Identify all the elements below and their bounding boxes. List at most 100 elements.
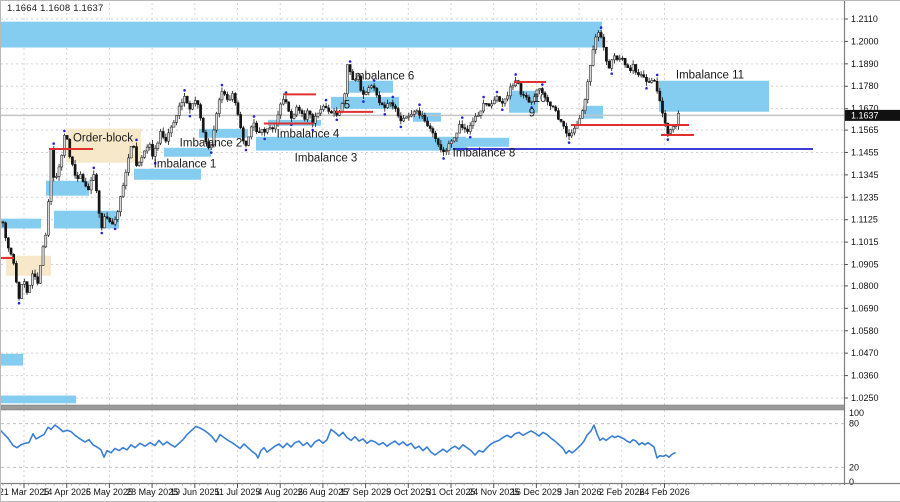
date-tick-label: 11 Jul 2025: [215, 487, 261, 497]
price-tick-label: 1.0800: [851, 281, 879, 291]
zone-5-zone: [331, 96, 399, 109]
fractal-up-icon: [391, 95, 395, 99]
candles[interactable]: [1, 30, 680, 301]
fractal-up-icon: [284, 91, 288, 94]
fractal-up-icon: [63, 129, 66, 133]
fractal-markers: [17, 26, 670, 305]
fractal-up-icon: [655, 73, 659, 77]
fractal-down-icon: [645, 87, 648, 90]
fractal-up-icon: [482, 95, 485, 99]
rsi-line: [1, 424, 676, 459]
fractal-up-icon: [460, 116, 464, 119]
zone-imbalance-8-zone: [449, 137, 509, 147]
fractal-up-icon: [92, 166, 96, 170]
zone-left-edge-zone: [1, 218, 41, 229]
fractal-down-icon: [399, 125, 403, 129]
fractal-up-icon: [418, 103, 421, 107]
annotation-label: Order-block: [73, 133, 133, 145]
price-tick-label: 1.0360: [851, 371, 879, 381]
annotation-label: Imbalance 1: [154, 159, 217, 171]
date-tick-label: 24 Nov 2025: [468, 487, 519, 497]
fractal-up-icon: [541, 83, 544, 86]
fractal-down-icon: [311, 128, 315, 132]
zone-below-orderblock-zone: [46, 180, 89, 196]
price-tick-label: 1.1015: [851, 237, 879, 247]
imbalance-zones: [1, 21, 769, 404]
fractal-down-icon: [153, 161, 157, 165]
grid: [1, 3, 844, 482]
zone-low-left-2-zone: [1, 395, 76, 404]
price-tick-label: 1.1780: [851, 81, 879, 91]
zone-imbalance-2b-zone: [199, 128, 248, 138]
fractal-down-icon: [666, 138, 670, 141]
fractal-down-icon: [113, 227, 117, 231]
date-tick-label: 2 Feb 2026: [599, 487, 645, 497]
price-tick-label: 1.1890: [851, 59, 879, 69]
date-tick-label: 21 Mar 2025: [1, 487, 49, 497]
panel-separator[interactable]: [1, 404, 846, 411]
price-tick-label: 1.0905: [851, 260, 879, 270]
date-tick-label: 28 May 2025: [126, 487, 178, 497]
fractal-up-icon: [348, 60, 352, 63]
date-tick-label: 17 Sep 2025: [340, 487, 391, 497]
fractal-down-icon: [100, 231, 104, 235]
fractal-down-icon: [567, 141, 571, 144]
date-tick-label: 19 Jun 2025: [170, 487, 220, 497]
fractal-down-icon: [188, 114, 192, 118]
price-tick-label: 1.1235: [851, 192, 879, 202]
zone-imbalance-6-zone: [346, 80, 393, 93]
price-tick-label: 1.1565: [851, 125, 879, 135]
annotation-label: Imbalance 8: [453, 147, 516, 159]
fractal-up-icon: [495, 90, 499, 94]
fractal-up-icon: [220, 83, 224, 87]
zone-low-left-1-zone: [1, 353, 23, 366]
date-tick-label: 31 Oct 2025: [426, 487, 475, 497]
current-price-badge-label: 1.1637: [851, 110, 879, 120]
fractal-down-icon: [335, 118, 339, 122]
date-tick-label: 6 May 2025: [86, 487, 133, 497]
price-tick-label: 1.1670: [851, 104, 879, 114]
fractal-down-icon: [500, 108, 504, 112]
date-tick-label: 9 Jan 2026: [557, 487, 602, 497]
date-tick-label: 4 Aug 2025: [257, 487, 303, 497]
price-axis[interactable]: 1.2110 1.2000 1.1890 1.1780 1.1670 1.1565 1.14…: [843, 1, 900, 501]
fractal-up-icon: [183, 89, 186, 92]
oscillator-scale-label: 0: [849, 477, 854, 487]
annotations: Order-block Imbalance 1 Imbalance 2 Imbalan…: [73, 69, 744, 170]
annotation-label: Imbalance 4: [277, 129, 340, 141]
date-tick-label: 16 Dec 2025: [511, 487, 562, 497]
price-tick-label: 1.0580: [851, 326, 879, 336]
price-tick-label: 1.0690: [851, 303, 879, 313]
current-price-badge: [845, 109, 900, 121]
key-levels: [1, 80, 813, 260]
price-tick-label: 1.1125: [851, 215, 878, 225]
annotation-label: Imbalance 6: [352, 71, 415, 83]
fractal-down-icon: [530, 106, 533, 109]
zone-imbalance-3-zone: [256, 136, 466, 151]
price-tick-label: 1.1455: [851, 147, 879, 157]
price-tick-label: 1.0250: [851, 393, 879, 403]
fractal-down-icon: [383, 113, 387, 116]
fractal-up-icon: [52, 142, 56, 145]
fractal-up-icon: [324, 98, 328, 102]
price-tick-label: 1.0470: [851, 348, 879, 358]
fractal-down-icon: [362, 100, 365, 103]
fractal-down-icon: [468, 135, 472, 139]
fractal-down-icon: [610, 72, 614, 75]
fractal-down-icon: [17, 301, 21, 305]
zone-imbalance-2a-zone: [164, 147, 211, 157]
date-tick-label: 26 Aug 2025: [298, 487, 349, 497]
symbol-quote-text: 1.1664 1.1608 1.1637: [7, 3, 104, 14]
fractal-up-icon: [372, 79, 376, 82]
fractal-down-icon: [263, 137, 266, 141]
fractal-up-icon: [252, 115, 256, 118]
fractal-up-icon: [599, 26, 603, 29]
price-tick-label: 1.2110: [851, 14, 878, 24]
date-tick-label: 14 Apr 2025: [42, 487, 91, 497]
fractal-down-icon: [209, 151, 213, 154]
price-tick-label: 1.2000: [851, 36, 879, 46]
annotation-label: Imbalance 3: [295, 153, 358, 165]
